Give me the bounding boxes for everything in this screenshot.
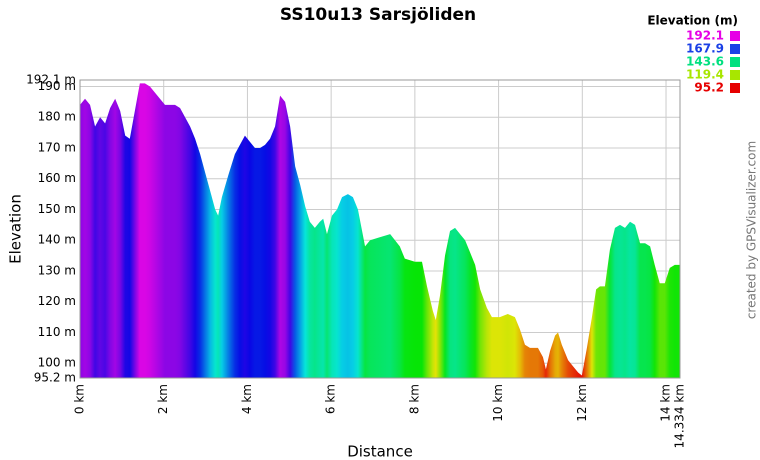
x-tick-label: 2 km	[156, 384, 170, 414]
legend-value: 95.2	[694, 81, 724, 95]
y-tick-label: 130 m	[38, 263, 76, 277]
y-tick-label: 170 m	[38, 140, 76, 154]
y-tick-label: 120 m	[38, 294, 76, 308]
y-tick-label: 180 m	[38, 110, 76, 124]
x-axis-label: Distance	[347, 443, 413, 460]
legend-swatch	[730, 44, 740, 54]
legend-value: 167.9	[686, 42, 724, 56]
x-tick-label: 0 km	[73, 384, 87, 414]
chart-title: SS10u13 Sarsjöliden	[280, 5, 476, 25]
legend-swatch	[730, 70, 740, 80]
y-tick-label: 160 m	[38, 171, 76, 185]
y-tick-label: 192.1 m	[26, 73, 76, 87]
x-tick-label: 8 km	[407, 384, 421, 414]
x-tick-label: 14 km	[659, 384, 673, 422]
x-tick-label: 6 km	[324, 384, 338, 414]
elevation-area	[80, 83, 680, 378]
credit: created by GPSVisualizer.com	[745, 141, 759, 319]
legend-value: 119.4	[686, 68, 724, 82]
x-tick-label: 14.334 km	[673, 384, 687, 448]
y-tick-label: 100 m	[38, 356, 76, 370]
legend-value: 192.1	[686, 29, 724, 43]
x-tick-label: 12 km	[575, 384, 589, 422]
plot-border	[79, 79, 681, 379]
y-tick-label: 140 m	[38, 233, 76, 247]
y-tick-label: 190 m	[38, 79, 76, 93]
legend-swatch	[730, 57, 740, 67]
legend-value: 143.6	[686, 55, 724, 69]
legend-title: Elevation (m)	[647, 14, 738, 28]
y-tick-label: 150 m	[38, 202, 76, 216]
legend-swatch	[730, 83, 740, 93]
x-tick-label: 4 km	[240, 384, 254, 414]
y-axis-label: Elevation	[7, 194, 25, 264]
x-tick-label: 10 km	[491, 384, 505, 422]
y-tick-label: 110 m	[38, 325, 76, 339]
legend-swatch	[730, 31, 740, 41]
y-tick-label: 95.2 m	[34, 371, 76, 385]
